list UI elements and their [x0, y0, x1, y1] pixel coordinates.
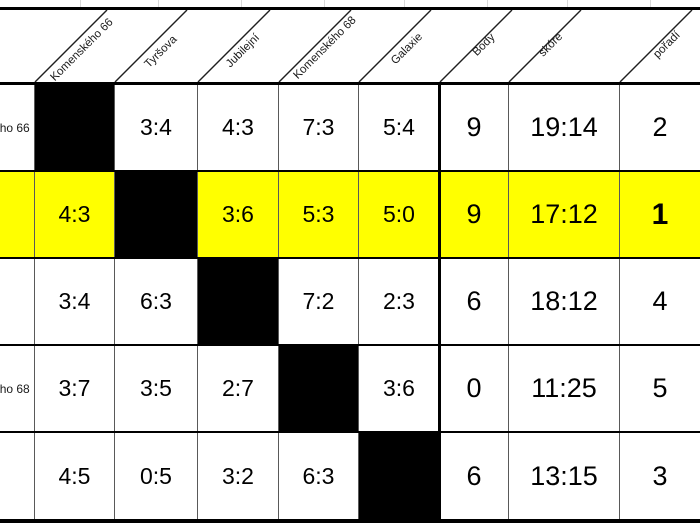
rank-cell-first-place: 1 [620, 172, 700, 257]
row-label: Komenského 68 [0, 381, 30, 396]
gridline [650, 0, 651, 7]
result-cell: 3:6 [198, 172, 279, 257]
rank-cell: 4 [652, 286, 668, 316]
points-cell: 9 [440, 172, 509, 257]
table-row-highlighted: Tyršova 4:3 3:6 5:3 5:0 9 17:12 1 [0, 172, 700, 259]
result-cell: 3:6 [359, 346, 440, 431]
row-label: Tyršova [0, 172, 103, 257]
diagonal-cell [198, 259, 279, 344]
table-row: Jubilejní 3:4 6:3 7:2 2:3 6 18:12 4 [0, 259, 700, 346]
result-cell: 7:3 [279, 85, 359, 170]
table-row: Komenského 66 3:4 4:3 7:3 5:4 9 19:14 2 [0, 85, 700, 172]
result-cell: 3:4 [35, 259, 115, 344]
result-cell: 2:7 [198, 346, 279, 431]
result-cell: 3:2 [198, 433, 279, 519]
score-cell: 18:12 [509, 259, 620, 344]
score-cell: 11:25 [509, 346, 620, 431]
row-label-cell: Galaxie [0, 433, 35, 519]
gridline [487, 0, 488, 7]
row-label-cell: Jubilejní [0, 259, 35, 344]
rank-cell: 5 [652, 373, 668, 403]
table-header: Komenského 66 Tyršova Jubilejní Komenské… [0, 7, 700, 85]
row-label-cell: Komenského 68 [0, 346, 35, 431]
sheet-gridline-strip [0, 0, 700, 7]
gridline [241, 0, 242, 7]
result-cell: 7:2 [279, 259, 359, 344]
gridline [158, 0, 159, 7]
summary-divider [438, 82, 441, 523]
row-label: Jubilejní [0, 259, 103, 344]
points-cell: 0 [440, 346, 509, 431]
gridline [404, 0, 405, 7]
result-cell: 4:5 [35, 433, 115, 519]
result-cell: 3:4 [115, 85, 198, 170]
result-cell: 2:3 [359, 259, 440, 344]
score-cell: 13:15 [509, 433, 620, 519]
gridline [80, 0, 81, 7]
row-label: Komenského 66 [0, 120, 30, 135]
header-diagonal-lines [34, 10, 693, 82]
rank-cell: 2 [652, 112, 668, 142]
gridline [567, 0, 568, 7]
points-cell: 9 [440, 85, 509, 170]
result-cell: 5:4 [359, 85, 440, 170]
gridline [324, 0, 325, 7]
score-cell: 17:12 [509, 172, 620, 257]
diagonal-cell [115, 172, 198, 257]
result-cell: 5:3 [279, 172, 359, 257]
diagonal-cell [359, 433, 440, 519]
result-cell: 5:0 [359, 172, 440, 257]
points-cell: 6 [440, 259, 509, 344]
diagonal-cell [279, 346, 359, 431]
score-cell: 19:14 [509, 85, 620, 170]
result-cell: 0:5 [115, 433, 198, 519]
result-cell: 6:3 [279, 433, 359, 519]
table-rows: Komenského 66 3:4 4:3 7:3 5:4 9 19:14 2 … [0, 85, 700, 523]
rank-cell: 3 [652, 460, 668, 491]
result-cell: 4:3 [198, 85, 279, 170]
result-cell: 6:3 [115, 259, 198, 344]
row-label-cell: Tyršova [0, 172, 35, 257]
row-label: Galaxie [0, 433, 103, 519]
row-label-cell: Komenského 66 [0, 85, 35, 170]
result-cell: 4:3 [35, 172, 115, 257]
table-row: Galaxie 4:5 0:5 3:2 6:3 6 13:15 3 [0, 433, 700, 523]
result-cell: 3:5 [115, 346, 198, 431]
points-cell: 6 [440, 433, 509, 519]
diagonal-cell [35, 85, 115, 170]
result-cell: 3:7 [35, 346, 115, 431]
table-row: Komenského 68 3:7 3:5 2:7 3:6 0 11:25 5 [0, 346, 700, 433]
